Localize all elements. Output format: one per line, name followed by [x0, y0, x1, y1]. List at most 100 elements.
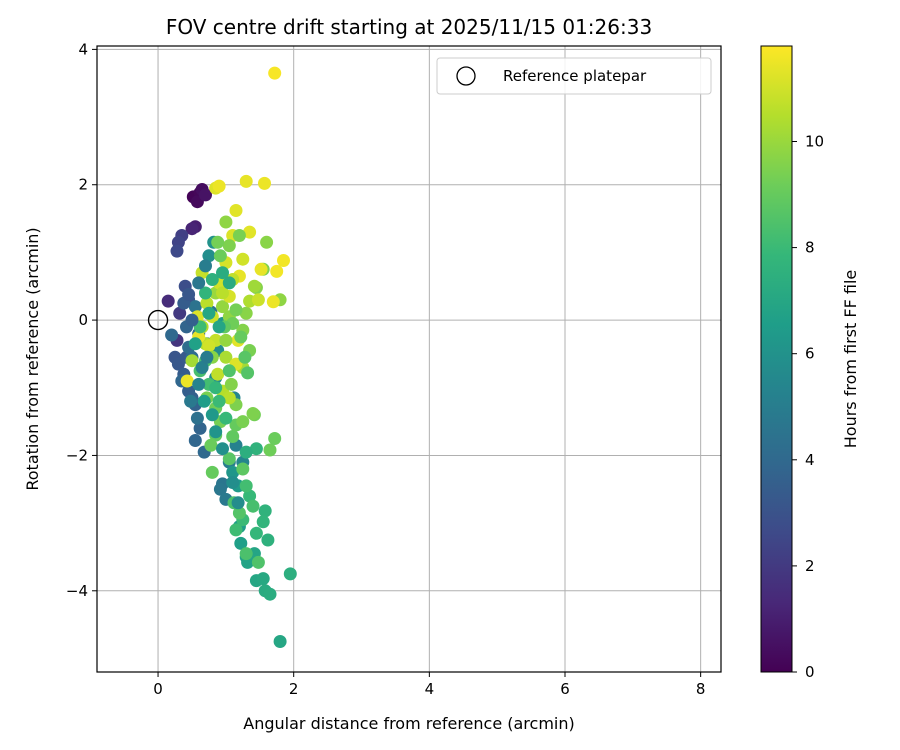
data-point: [231, 496, 245, 510]
data-point: [268, 66, 282, 80]
data-point: [193, 421, 207, 435]
colorbar-tick-label: 6: [805, 345, 815, 363]
data-point: [261, 533, 275, 547]
data-point: [204, 438, 218, 452]
data-point: [226, 476, 240, 489]
data-point: [205, 408, 219, 422]
data-point: [229, 204, 243, 217]
data-point: [239, 547, 253, 561]
data-point: [263, 443, 277, 457]
legend-marker-icon: [456, 66, 476, 86]
colorbar-ticks: 0 2 4 6 8 10: [792, 132, 824, 681]
data-point: [199, 188, 212, 202]
data-point: [258, 176, 271, 190]
data-point: [202, 249, 216, 263]
data-point: [188, 337, 202, 351]
data-point: [211, 367, 225, 381]
x-tick-label: 2: [289, 680, 299, 698]
data-point: [236, 415, 250, 429]
data-point: [216, 442, 229, 456]
data-point: [216, 300, 229, 314]
data-point: [205, 465, 219, 479]
data-point: [211, 235, 225, 249]
colorbar: 0 2 4 6 8 10 Hours from first FF file: [760, 45, 860, 681]
data-point: [226, 430, 240, 443]
data-point: [165, 328, 179, 342]
data-point: [232, 506, 246, 520]
data-point: [185, 313, 199, 327]
data-point: [219, 333, 233, 347]
colorbar-tick-label: 2: [805, 557, 815, 575]
data-point: [219, 350, 233, 364]
data-point: [184, 394, 198, 408]
data-point: [197, 394, 211, 408]
data-point: [224, 377, 238, 391]
data-point: [260, 235, 274, 249]
y-tick-label: 2: [78, 176, 88, 194]
data-point: [234, 330, 248, 344]
x-tick-label: 4: [425, 680, 435, 698]
data-point: [202, 339, 216, 353]
data-point: [266, 295, 280, 309]
data-point: [199, 259, 212, 273]
data-point: [212, 394, 226, 408]
data-point: [173, 306, 187, 320]
data-point: [229, 523, 243, 537]
y-tick-label: 4: [78, 40, 88, 58]
data-point: [234, 536, 248, 550]
data-point: [241, 366, 255, 380]
data-point: [239, 445, 253, 459]
data-point: [249, 526, 263, 540]
legend-box: [436, 57, 712, 95]
data-point: [199, 286, 212, 300]
data-point: [222, 452, 236, 466]
plot-area: 0 2 4 6 8 −4 −2 0 2 4: [66, 40, 722, 698]
data-point: [239, 306, 253, 320]
data-point: [236, 462, 250, 476]
data-point: [216, 266, 229, 280]
data-point: [200, 350, 214, 364]
data-point: [212, 320, 226, 334]
data-point: [212, 179, 226, 193]
data-point: [195, 361, 209, 374]
x-axis-ticks: 0 2 4 6 8: [153, 672, 705, 698]
data-point: [254, 262, 268, 276]
data-point: [205, 273, 219, 286]
data-point: [222, 391, 236, 405]
reference-marker: [147, 309, 169, 331]
data-point: [190, 411, 204, 425]
axes-frame: [96, 45, 722, 673]
data-point: [283, 567, 297, 581]
data-point: [268, 432, 282, 445]
colorbar-gradient: [760, 45, 793, 673]
y-axis-label: Rotation from reference (arcmin): [23, 227, 42, 490]
data-point: [243, 489, 257, 503]
data-point: [200, 296, 214, 310]
data-point: [161, 294, 175, 308]
data-point: [222, 276, 236, 290]
data-point: [246, 407, 260, 420]
data-point: [222, 364, 236, 378]
x-tick-label: 8: [696, 680, 706, 698]
x-axis-label: Angular distance from reference (arcmin): [243, 714, 574, 733]
data-point: [188, 300, 202, 314]
data-point: [239, 479, 253, 493]
colorbar-label: Hours from first FF file: [841, 270, 860, 449]
data-point: [219, 215, 233, 229]
y-tick-label: −2: [66, 446, 88, 464]
y-axis-ticks: −4 −2 0 2 4: [66, 40, 97, 600]
data-point: [209, 425, 223, 439]
data-point: [256, 572, 270, 586]
data-point: [216, 286, 229, 300]
reference-platepar-marker: [147, 309, 169, 331]
y-tick-label: −4: [66, 582, 88, 600]
chart-title: FOV centre drift starting at 2025/11/15 …: [166, 15, 652, 39]
data-point: [243, 225, 257, 239]
data-point: [226, 465, 240, 479]
data-point: [263, 587, 277, 601]
data-point: [192, 377, 206, 391]
data-point: [188, 434, 202, 447]
data-point: [238, 350, 252, 364]
data-point: [192, 276, 206, 290]
colorbar-tick-label: 0: [805, 663, 815, 681]
